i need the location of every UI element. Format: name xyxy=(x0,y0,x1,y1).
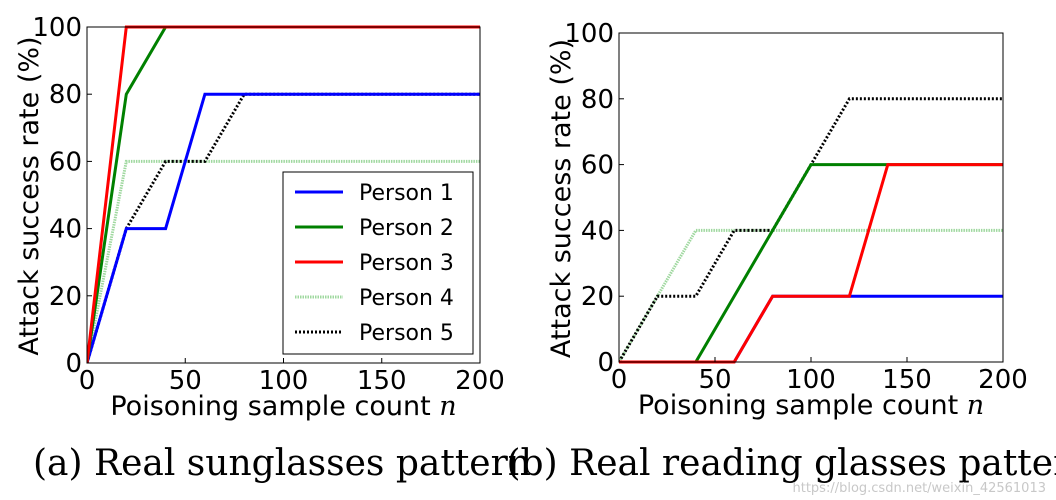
series-line-3 xyxy=(619,163,1003,364)
panel-caption: (b) Real reading glasses pattern xyxy=(507,443,1056,484)
y-tick-label: 20 xyxy=(49,282,82,312)
x-tick-label: 200 xyxy=(455,366,505,396)
x-axis-label: Poisoning sample count n xyxy=(110,391,456,422)
y-axis-label: Attack success rate (%) xyxy=(14,36,45,355)
series-line-4 xyxy=(619,228,1003,363)
x-tick-label: 150 xyxy=(882,365,932,395)
y-tick-label: 20 xyxy=(581,282,614,312)
x-tick-label: 50 xyxy=(169,366,202,396)
y-tick-label: 0 xyxy=(597,348,614,378)
legend-label-4: Person 4 xyxy=(359,286,454,311)
legend: Person 1 Person 2 Person 3 Person 4 Person 5 xyxy=(282,171,474,355)
legend-label-1: Person 1 xyxy=(359,181,454,206)
y-tick-label: 40 xyxy=(49,215,82,245)
y-tick-label: 80 xyxy=(49,80,82,110)
y-tick-label: 100 xyxy=(564,19,614,49)
legend-label-3: Person 3 xyxy=(359,251,454,276)
y-tick-label: 60 xyxy=(49,147,82,177)
x-tick-label: 100 xyxy=(259,366,309,396)
y-tick-label: 60 xyxy=(581,151,614,181)
series-line-4 xyxy=(87,159,480,364)
watermark: https://blog.csdn.net/weixin_42561013 xyxy=(792,481,1046,496)
series-line-1 xyxy=(619,294,1003,364)
series-line-2 xyxy=(619,163,1003,364)
plot-frame xyxy=(618,32,1004,363)
x-axis-label: Poisoning sample count n xyxy=(638,390,984,421)
y-tick-label: 100 xyxy=(32,13,82,43)
y-axis-label: Attack success rate (%) xyxy=(546,39,577,358)
y-tick-label: 80 xyxy=(581,85,614,115)
x-tick-label: 0 xyxy=(79,366,96,396)
legend-label-5: Person 5 xyxy=(359,321,454,346)
x-tick-label: 50 xyxy=(698,365,731,395)
y-tick-label: 40 xyxy=(581,216,614,246)
panel-caption: (a) Real sunglasses pattern xyxy=(33,443,531,484)
x-tick-label: 100 xyxy=(786,365,836,395)
legend-label-2: Person 2 xyxy=(359,216,454,241)
series-lines xyxy=(619,97,1003,364)
x-tick-label: 200 xyxy=(978,365,1028,395)
y-tick-label: 0 xyxy=(65,349,82,379)
series-line-1 xyxy=(87,92,480,364)
x-tick-label: 0 xyxy=(611,365,628,395)
x-tick-label: 150 xyxy=(357,366,407,396)
